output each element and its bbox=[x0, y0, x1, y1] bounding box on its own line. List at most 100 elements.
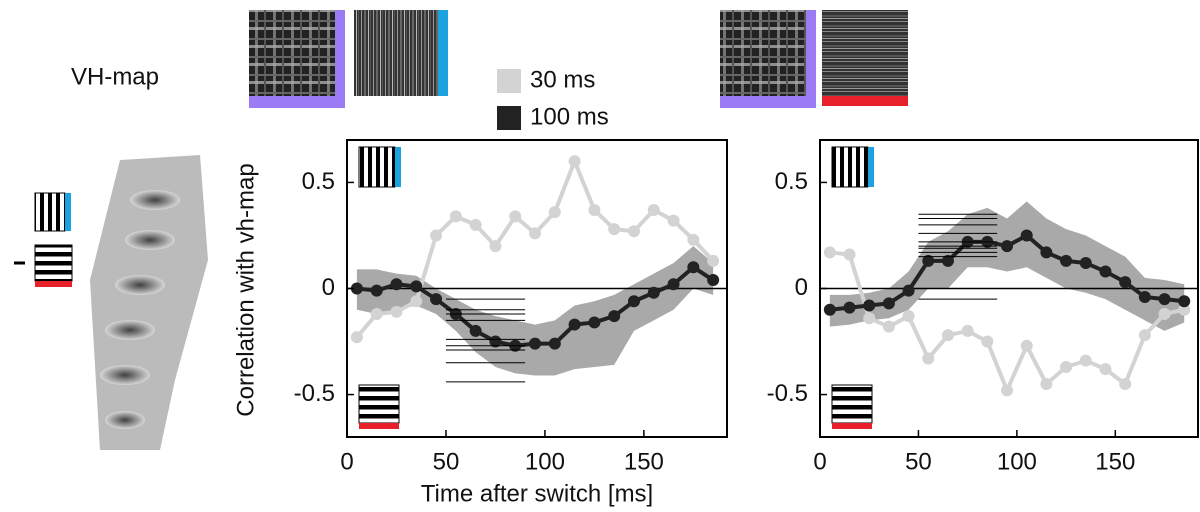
point bbox=[608, 223, 620, 235]
chart: VH-map 30 ms 100 ms Correlation with vh-… bbox=[0, 0, 1200, 512]
point bbox=[863, 312, 875, 324]
point bbox=[1099, 266, 1111, 278]
point bbox=[529, 338, 541, 350]
point bbox=[1119, 378, 1131, 390]
thumb-bar bbox=[438, 10, 448, 96]
legend-label: 100 ms bbox=[530, 103, 609, 130]
point bbox=[549, 338, 561, 350]
point bbox=[707, 274, 719, 286]
point bbox=[1080, 257, 1092, 269]
icon bbox=[359, 147, 395, 187]
x-tick-label: 100 bbox=[997, 448, 1037, 475]
point bbox=[668, 278, 680, 290]
point bbox=[1001, 384, 1013, 396]
point bbox=[648, 204, 660, 216]
point bbox=[1001, 240, 1013, 252]
point bbox=[549, 206, 561, 218]
thumb-bar bbox=[335, 10, 345, 108]
point bbox=[489, 240, 501, 252]
y-tick-label: 0 bbox=[795, 274, 808, 301]
point bbox=[1159, 293, 1171, 305]
point bbox=[371, 285, 383, 297]
x-tick-label: 0 bbox=[340, 448, 353, 475]
x-tick-label: 0 bbox=[813, 448, 826, 475]
point bbox=[668, 215, 680, 227]
point bbox=[628, 225, 640, 237]
point bbox=[687, 234, 699, 246]
point bbox=[608, 310, 620, 322]
point bbox=[922, 353, 934, 365]
point bbox=[1060, 361, 1072, 373]
point bbox=[529, 227, 541, 239]
point bbox=[410, 295, 422, 307]
thumb bbox=[720, 10, 806, 96]
figure: VH-map 30 ms 100 ms Correlation with vh-… bbox=[0, 0, 1200, 512]
point bbox=[648, 287, 660, 299]
point bbox=[371, 308, 383, 320]
thumb-bar bbox=[720, 96, 816, 108]
icon bbox=[359, 385, 399, 423]
thumb-bar bbox=[806, 10, 816, 108]
point bbox=[863, 299, 875, 311]
point bbox=[569, 319, 581, 331]
thumb bbox=[354, 10, 438, 96]
point bbox=[1139, 329, 1151, 341]
y-tick-label: 0.5 bbox=[775, 168, 808, 195]
band bbox=[357, 246, 713, 375]
y-tick-label: 0.5 bbox=[302, 168, 335, 195]
point bbox=[1159, 308, 1171, 320]
band bbox=[830, 202, 1184, 331]
point bbox=[470, 219, 482, 231]
point bbox=[844, 302, 856, 314]
thumb bbox=[249, 10, 335, 96]
icon bbox=[35, 245, 72, 281]
point bbox=[628, 295, 640, 307]
point bbox=[824, 304, 836, 316]
point bbox=[410, 280, 422, 292]
icon-bar bbox=[359, 423, 399, 429]
icon bbox=[832, 385, 872, 423]
point bbox=[883, 321, 895, 333]
icon bbox=[832, 147, 868, 187]
point bbox=[1021, 229, 1033, 241]
icon bbox=[35, 193, 65, 231]
point bbox=[450, 210, 462, 222]
point bbox=[1139, 291, 1151, 303]
point bbox=[903, 285, 915, 297]
icon-bar bbox=[832, 423, 872, 429]
icon-bar bbox=[65, 193, 71, 231]
point bbox=[962, 325, 974, 337]
point bbox=[430, 229, 442, 241]
legend-label: 30 ms bbox=[530, 66, 595, 93]
point bbox=[687, 261, 699, 273]
legend-swatch bbox=[497, 69, 521, 93]
thumb-bar bbox=[249, 96, 345, 108]
y-axis-label: Correlation with vh-map bbox=[232, 163, 259, 416]
point bbox=[470, 325, 482, 337]
thumb-bar bbox=[822, 96, 908, 106]
icon-bar bbox=[395, 147, 401, 187]
point bbox=[824, 246, 836, 258]
point bbox=[1119, 276, 1131, 288]
icon-bar bbox=[868, 147, 874, 187]
point bbox=[1178, 295, 1190, 307]
thumb bbox=[822, 10, 908, 96]
x-tick-label: 50 bbox=[433, 448, 460, 475]
x-axis-label: Time after switch [ms] bbox=[421, 480, 653, 507]
point bbox=[390, 306, 402, 318]
point bbox=[883, 297, 895, 309]
point bbox=[509, 210, 521, 222]
point bbox=[844, 249, 856, 261]
y-tick-label: -0.5 bbox=[767, 380, 808, 407]
point bbox=[1040, 246, 1052, 258]
point bbox=[1080, 355, 1092, 367]
y-tick-label: -0.5 bbox=[294, 380, 335, 407]
x-tick-label: 150 bbox=[624, 448, 664, 475]
point bbox=[351, 331, 363, 343]
point bbox=[903, 310, 915, 322]
point bbox=[588, 204, 600, 216]
point bbox=[588, 316, 600, 328]
panel-label: VH-map bbox=[71, 63, 159, 90]
x-tick-label: 50 bbox=[905, 448, 932, 475]
legend-swatch bbox=[497, 106, 521, 130]
